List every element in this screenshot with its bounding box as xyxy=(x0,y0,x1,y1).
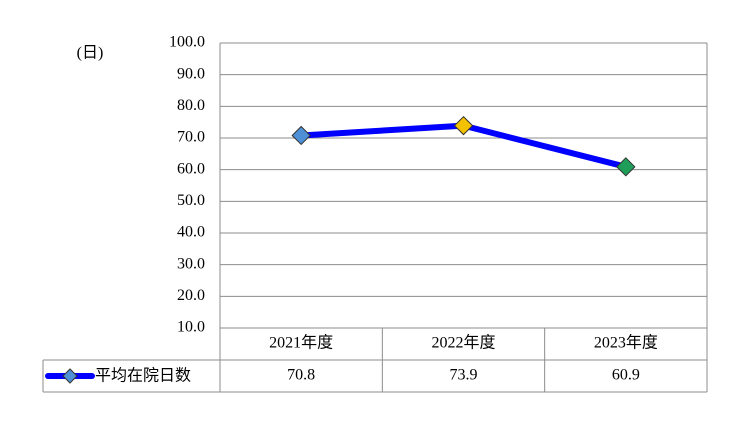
y-tick-label: 80.0 xyxy=(177,97,205,114)
y-tick-label: 70.0 xyxy=(177,129,205,146)
y-tick-label: 50.0 xyxy=(177,192,205,209)
x-tick-label: 2022年度 xyxy=(431,334,495,352)
marker xyxy=(453,115,474,136)
marker xyxy=(616,157,636,177)
table-value: 73.9 xyxy=(450,367,478,384)
y-tick-label: 90.0 xyxy=(177,65,205,82)
y-tick-label: 60.0 xyxy=(177,160,205,177)
x-tick-label: 2023年度 xyxy=(594,334,658,352)
table-value: 60.9 xyxy=(612,367,640,384)
legend-label: 平均在院日数 xyxy=(95,366,191,385)
marker xyxy=(291,125,311,146)
legend-marker xyxy=(62,368,78,384)
x-tick-label: 2021年度 xyxy=(269,334,333,352)
y-tick-label: 40.0 xyxy=(177,224,205,241)
y-axis-label: (日) xyxy=(77,45,104,62)
y-tick-label: 30.0 xyxy=(177,255,205,272)
y-tick-label: 10.0 xyxy=(177,319,205,336)
table-value: 70.8 xyxy=(287,367,315,384)
y-tick-label: 20.0 xyxy=(177,287,205,304)
y-tick-label: 100.0 xyxy=(169,34,205,51)
